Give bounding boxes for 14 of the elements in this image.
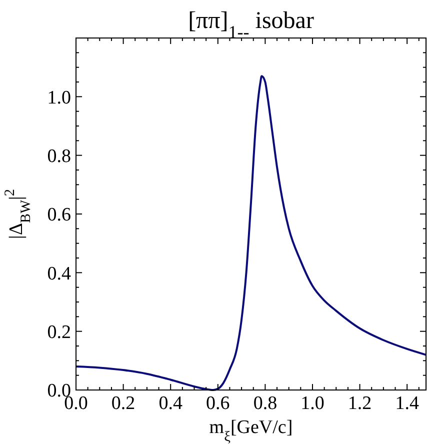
y-tick-label: 0.8: [47, 146, 71, 167]
y-tick-label: 0.4: [47, 263, 72, 284]
x-tick-label: 1.0: [300, 393, 324, 414]
y-tick-label: 0.6: [47, 204, 71, 226]
x-tick-label: 1.4: [395, 393, 420, 414]
x-tick-label: 0.2: [111, 393, 136, 414]
x-tick-label: 0.4: [158, 393, 183, 414]
y-tick-label: 0.2: [47, 322, 71, 343]
x-tick-label: 0.8: [253, 393, 278, 414]
x-tick-label: 1.2: [348, 393, 372, 414]
x-axis-title: m$_{ξ}$[GeV/c]: [209, 417, 293, 445]
y-tick-label: 1.0: [47, 87, 71, 108]
x-tick-label: 0.6: [206, 393, 230, 414]
line-series: [75, 75, 427, 391]
